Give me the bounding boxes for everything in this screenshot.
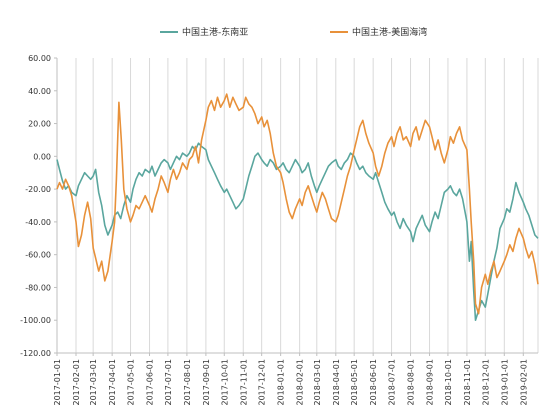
x-tick-label: 2018-10-01 <box>444 359 453 406</box>
y-tick-labels: 60.00 40.00 20.00 0.00 -20.00 -40.00 -60.00 -80… <box>20 54 51 358</box>
y-tick-label: -20.00 <box>25 185 51 194</box>
x-tick-label: 2017-11-01 <box>239 359 248 406</box>
series-line-2 <box>56 93 539 315</box>
x-tick-labels: 2017-01-01 2017-02-01 2017-03-01 2017-04-01… <box>53 359 528 406</box>
y-tick-label: -40.00 <box>25 218 51 227</box>
y-tick-label: -120.00 <box>20 349 51 358</box>
y-tick-label: -100.00 <box>20 316 51 325</box>
legend-label: 中国主港-美国海湾 <box>352 26 427 38</box>
x-tick-label: 2017-07-01 <box>164 359 173 406</box>
x-tick-label: 2017-09-01 <box>202 359 211 406</box>
x-tick-label: 2018-08-01 <box>407 359 416 406</box>
x-tick-label: 2017-02-01 <box>72 359 81 406</box>
x-tick-label: 2017-04-01 <box>108 359 117 406</box>
y-tick-label: 20.00 <box>28 120 51 129</box>
x-tick-label: 2018-05-01 <box>350 359 359 406</box>
x-tick-label: 2017-10-01 <box>220 359 229 406</box>
x-tick-label: 2018-09-01 <box>426 359 435 406</box>
series-line-1 <box>56 142 539 321</box>
legend-label: 中国主港-东南亚 <box>182 26 248 38</box>
y-tick-label: 40.00 <box>28 87 51 96</box>
x-tick-label: 2019-02-01 <box>519 359 528 406</box>
y-tick-label: -60.00 <box>25 251 51 260</box>
x-tick-label: 2017-12-01 <box>258 359 267 406</box>
x-tick-label: 2017-08-01 <box>183 359 192 406</box>
y-tick-label: -80.00 <box>25 283 51 292</box>
x-tick-label: 2017-05-01 <box>127 359 136 406</box>
x-tick-label: 2018-11-01 <box>463 359 472 406</box>
x-tick-label: 2018-07-01 <box>388 359 397 406</box>
x-tick-label: 2018-04-01 <box>332 359 341 406</box>
x-tick-label: 2018-06-01 <box>369 359 378 406</box>
x-tick-label: 2017-03-01 <box>89 359 98 406</box>
x-tick-label: 2018-01-01 <box>277 359 286 406</box>
x-tick-label: 2017-01-01 <box>53 359 62 406</box>
axes <box>54 57 538 356</box>
x-tick-label: 2018-03-01 <box>313 359 322 406</box>
x-tick-label: 2018-12-01 <box>481 359 490 406</box>
series-lines <box>56 93 539 321</box>
x-tick-label: 2017-06-01 <box>146 359 155 406</box>
y-tick-label: 0.00 <box>33 152 51 161</box>
y-tick-label: 60.00 <box>28 54 51 63</box>
x-tick-label: 2019-01-01 <box>500 359 509 406</box>
legend: 中国主港-东南亚 中国主港-美国海湾 <box>160 26 427 38</box>
x-tick-label: 2018-02-01 <box>296 359 305 406</box>
grid-lines <box>75 58 539 353</box>
